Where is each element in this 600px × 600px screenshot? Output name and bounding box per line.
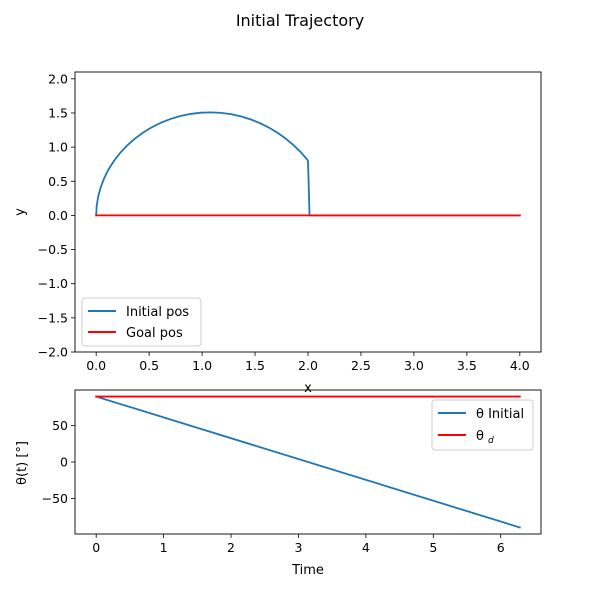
theta-x-tick-label: 1 bbox=[160, 540, 168, 555]
theta-x-tick-label: 6 bbox=[497, 540, 505, 555]
theta-x-tick-label: 2 bbox=[227, 540, 235, 555]
trajectory-x-axis-label: x bbox=[304, 381, 312, 396]
trajectory-x-tick-label: 2.5 bbox=[351, 358, 371, 373]
theta-x-tick-label: 3 bbox=[294, 540, 302, 555]
theta-y-axis-label: θ(t) [°] bbox=[15, 441, 30, 485]
trajectory-x-tick-label: 0.0 bbox=[86, 358, 106, 373]
trajectory-y-tick-label: 1.5 bbox=[48, 105, 68, 120]
trajectory-legend: Initial pos Goal pos bbox=[81, 297, 202, 347]
theta-y-tick-label: −50 bbox=[42, 491, 68, 506]
legend-label-theta-initial: θ Initial bbox=[476, 407, 524, 422]
theta-x-ticks: 0 1 2 3 4 5 6 bbox=[92, 534, 505, 555]
theta-x-tick-label: 0 bbox=[92, 540, 100, 555]
trajectory-y-tick-label: 0.5 bbox=[48, 174, 68, 189]
trajectory-x-tick-label: 0.5 bbox=[139, 358, 159, 373]
theta-series-initial bbox=[95, 395, 521, 529]
theta-y-tick-label: 50 bbox=[52, 418, 68, 433]
theta-axes: 0 1 2 3 4 5 6 −50 0 50 Time θ(t) [°] θ Initial θ… bbox=[15, 389, 542, 578]
trajectory-y-axis-label: y bbox=[13, 208, 28, 216]
trajectory-y-tick-label: 1.0 bbox=[48, 140, 68, 155]
trajectory-x-ticks: 0.0 0.5 1.0 1.5 2.0 2.5 3.0 3.5 4.0 bbox=[86, 352, 530, 373]
trajectory-y-tick-label: 0.0 bbox=[48, 208, 68, 223]
trajectory-y-tick-label: 2.0 bbox=[48, 71, 68, 86]
theta-x-axis-label: Time bbox=[291, 563, 324, 578]
trajectory-y-tick-label: −0.5 bbox=[38, 242, 68, 257]
trajectory-x-tick-label: 1.5 bbox=[245, 358, 265, 373]
theta-plot-area bbox=[95, 395, 521, 529]
trajectory-x-tick-label: 2.0 bbox=[298, 358, 318, 373]
theta-y-tick-label: 0 bbox=[60, 455, 68, 470]
trajectory-x-tick-label: 4.0 bbox=[510, 358, 530, 373]
trajectory-x-tick-label: 3.0 bbox=[404, 358, 424, 373]
legend-label-initial-pos: Initial pos bbox=[126, 305, 189, 320]
trajectory-y-ticks: −2.0 −1.5 −1.0 −0.5 0.0 0.5 1.0 1.5 2.0 bbox=[38, 71, 75, 360]
trajectory-y-tick-label: −1.0 bbox=[38, 276, 68, 291]
trajectory-x-tick-label: 3.5 bbox=[457, 358, 477, 373]
theta-x-tick-label: 5 bbox=[429, 540, 437, 555]
trajectory-y-tick-label: −1.5 bbox=[38, 310, 68, 325]
trajectory-y-tick-label: −2.0 bbox=[38, 345, 68, 360]
theta-y-ticks: −50 0 50 bbox=[42, 418, 75, 506]
figure-title: Initial Trajectory bbox=[236, 11, 364, 30]
trajectory-axes: 0.0 0.5 1.0 1.5 2.0 2.5 3.0 3.5 4.0 −2.0 −1.5 −1.0… bbox=[13, 71, 542, 396]
theta-x-tick-label: 4 bbox=[362, 540, 370, 555]
legend-label-goal-pos: Goal pos bbox=[126, 326, 183, 341]
trajectory-x-tick-label: 1.0 bbox=[192, 358, 212, 373]
trajectory-plot-area bbox=[95, 111, 521, 217]
